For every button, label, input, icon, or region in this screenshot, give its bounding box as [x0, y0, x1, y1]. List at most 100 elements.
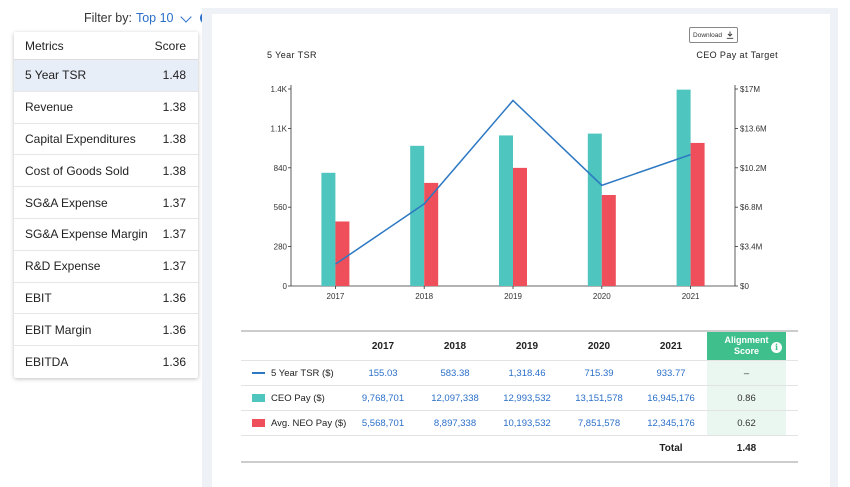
- data-table: 2017 2018 2019 2020 2021 Alignment Score i 5 Y…: [241, 330, 798, 463]
- download-button[interactable]: Download: [689, 27, 738, 43]
- right-tick-label: $17M: [740, 85, 760, 94]
- value-cell: 715.39: [584, 367, 614, 379]
- neo-pay-bar: [513, 167, 527, 286]
- value-cell: 583.38: [440, 367, 470, 379]
- metrics-column-header: Metrics: [25, 38, 64, 53]
- year-header: 2018: [443, 340, 467, 352]
- table-header-row: 2017 2018 2019 2020 2021 Alignment Score i: [241, 330, 798, 361]
- left-axis-title: 5 Year TSR: [267, 50, 317, 60]
- x-tick-label: 2020: [593, 292, 611, 301]
- alignment-score-cell: 0.62: [707, 411, 786, 435]
- right-tick-label: $0: [740, 282, 749, 291]
- left-tick-label: 280: [274, 243, 288, 252]
- metric-row[interactable]: EBIT Margin 1.36: [14, 314, 198, 347]
- neo-pay-bar: [335, 221, 350, 286]
- alignment-score-cell: –: [707, 361, 786, 385]
- alignment-score-header: Alignment Score i: [707, 332, 786, 360]
- filter-dropdown[interactable]: Top 10: [135, 11, 174, 25]
- metric-score: 1.36: [162, 322, 186, 337]
- right-tick-label: $6.8M: [740, 203, 763, 212]
- download-icon: [726, 31, 734, 39]
- metric-row[interactable]: 5 Year TSR 1.48: [14, 60, 198, 92]
- x-tick-label: 2018: [415, 292, 433, 301]
- metric-row[interactable]: SG&A Expense 1.37: [14, 187, 198, 219]
- download-label: Download: [693, 31, 722, 39]
- metric-name: 5 Year TSR: [25, 68, 87, 83]
- left-tick-label: 840: [274, 164, 288, 173]
- metric-name: EBITDA: [25, 355, 69, 370]
- series-label: 5 Year TSR ($): [271, 367, 334, 379]
- metric-name: EBIT Margin: [25, 322, 92, 337]
- ceo-pay-bar: [321, 172, 336, 286]
- ceo-pay-bar: [499, 135, 513, 286]
- metrics-header: Metrics Score: [14, 32, 198, 60]
- value-cell: 10,193,532: [503, 417, 551, 429]
- score-column-header: Score: [154, 38, 186, 53]
- year-header: 2021: [659, 340, 683, 352]
- neo-pay-bar: [601, 195, 616, 286]
- right-axis-title: CEO Pay at Target: [696, 50, 778, 60]
- value-cell: 13,151,578: [575, 392, 623, 404]
- x-tick-label: 2021: [682, 292, 700, 301]
- metrics-table: Metrics Score 5 Year TSR 1.48 Revenue 1.38 C…: [14, 32, 198, 378]
- bar-legend-icon: [252, 419, 265, 427]
- ceo-pay-bar: [410, 145, 425, 286]
- series-cell: 5 Year TSR ($): [241, 368, 347, 379]
- metric-row[interactable]: EBIT 1.36: [14, 283, 198, 315]
- x-tick-label: 2017: [327, 292, 345, 301]
- metric-row[interactable]: Cost of Goods Sold 1.38: [14, 155, 198, 188]
- right-tick-label: $10.2M: [740, 164, 767, 173]
- metric-score: 1.37: [162, 259, 186, 274]
- value-cell: 12,345,176: [647, 417, 695, 429]
- x-tick-label: 2019: [504, 292, 522, 301]
- total-row: Total 1.48: [241, 436, 798, 463]
- info-icon[interactable]: i: [771, 342, 782, 353]
- metric-name: EBIT: [25, 290, 52, 305]
- table-row: 5 Year TSR ($) 155.03 583.38 1,318.46 715.39…: [241, 361, 798, 386]
- chevron-down-icon[interactable]: [180, 10, 193, 23]
- left-tick-label: 0: [283, 282, 288, 291]
- metric-score: 1.36: [162, 355, 186, 370]
- neo-pay-bar: [424, 182, 439, 286]
- metric-name: Revenue: [25, 100, 74, 115]
- year-header: 2019: [515, 340, 539, 352]
- metric-name: Capital Expenditures: [25, 131, 136, 146]
- filter-label: Filter by:: [84, 11, 132, 25]
- metric-score: 1.37: [162, 227, 186, 242]
- metric-score: 1.38: [162, 163, 186, 178]
- bar-legend-icon: [252, 394, 265, 402]
- metric-name: R&D Expense: [25, 259, 101, 274]
- metric-name: SG&A Expense Margin: [25, 227, 148, 242]
- metric-score: 1.36: [162, 290, 186, 305]
- value-cell: 155.03: [368, 367, 398, 379]
- value-cell: 16,945,176: [647, 392, 695, 404]
- value-cell: 7,851,578: [577, 417, 621, 429]
- filter-bar: Filter by: Top 10 i: [84, 10, 213, 26]
- value-cell: 12,097,338: [431, 392, 479, 404]
- metric-name: SG&A Expense: [25, 195, 108, 210]
- left-tick-label: 560: [274, 203, 288, 212]
- metric-score: 1.37: [162, 195, 186, 210]
- metric-row[interactable]: R&D Expense 1.37: [14, 251, 198, 283]
- metric-row[interactable]: Revenue 1.38: [14, 92, 198, 124]
- right-tick-label: $3.4M: [740, 243, 763, 252]
- neo-pay-bar: [690, 142, 705, 286]
- metric-row[interactable]: Capital Expenditures 1.38: [14, 124, 198, 156]
- metric-row[interactable]: EBITDA 1.36: [14, 346, 198, 378]
- value-cell: 9,768,701: [361, 392, 405, 404]
- left-tick-label: 1.4K: [271, 85, 288, 94]
- metric-score: 1.38: [162, 131, 186, 146]
- year-header: 2017: [371, 340, 395, 352]
- value-cell: 933.77: [656, 367, 686, 379]
- value-cell: 1,318.46: [508, 367, 546, 379]
- value-cell: 12,993,532: [503, 392, 551, 404]
- series-cell: Avg. NEO Pay ($): [241, 418, 347, 429]
- series-label: Avg. NEO Pay ($): [271, 417, 347, 429]
- tsr-line: [334, 99, 691, 265]
- metric-score: 1.48: [162, 68, 186, 83]
- series-label: CEO Pay ($): [271, 392, 325, 404]
- alignment-score-label: Alignment Score: [724, 335, 769, 356]
- metric-name: Cost of Goods Sold: [25, 163, 130, 178]
- metric-row[interactable]: SG&A Expense Margin 1.37: [14, 219, 198, 251]
- ceo-pay-bar: [676, 89, 691, 286]
